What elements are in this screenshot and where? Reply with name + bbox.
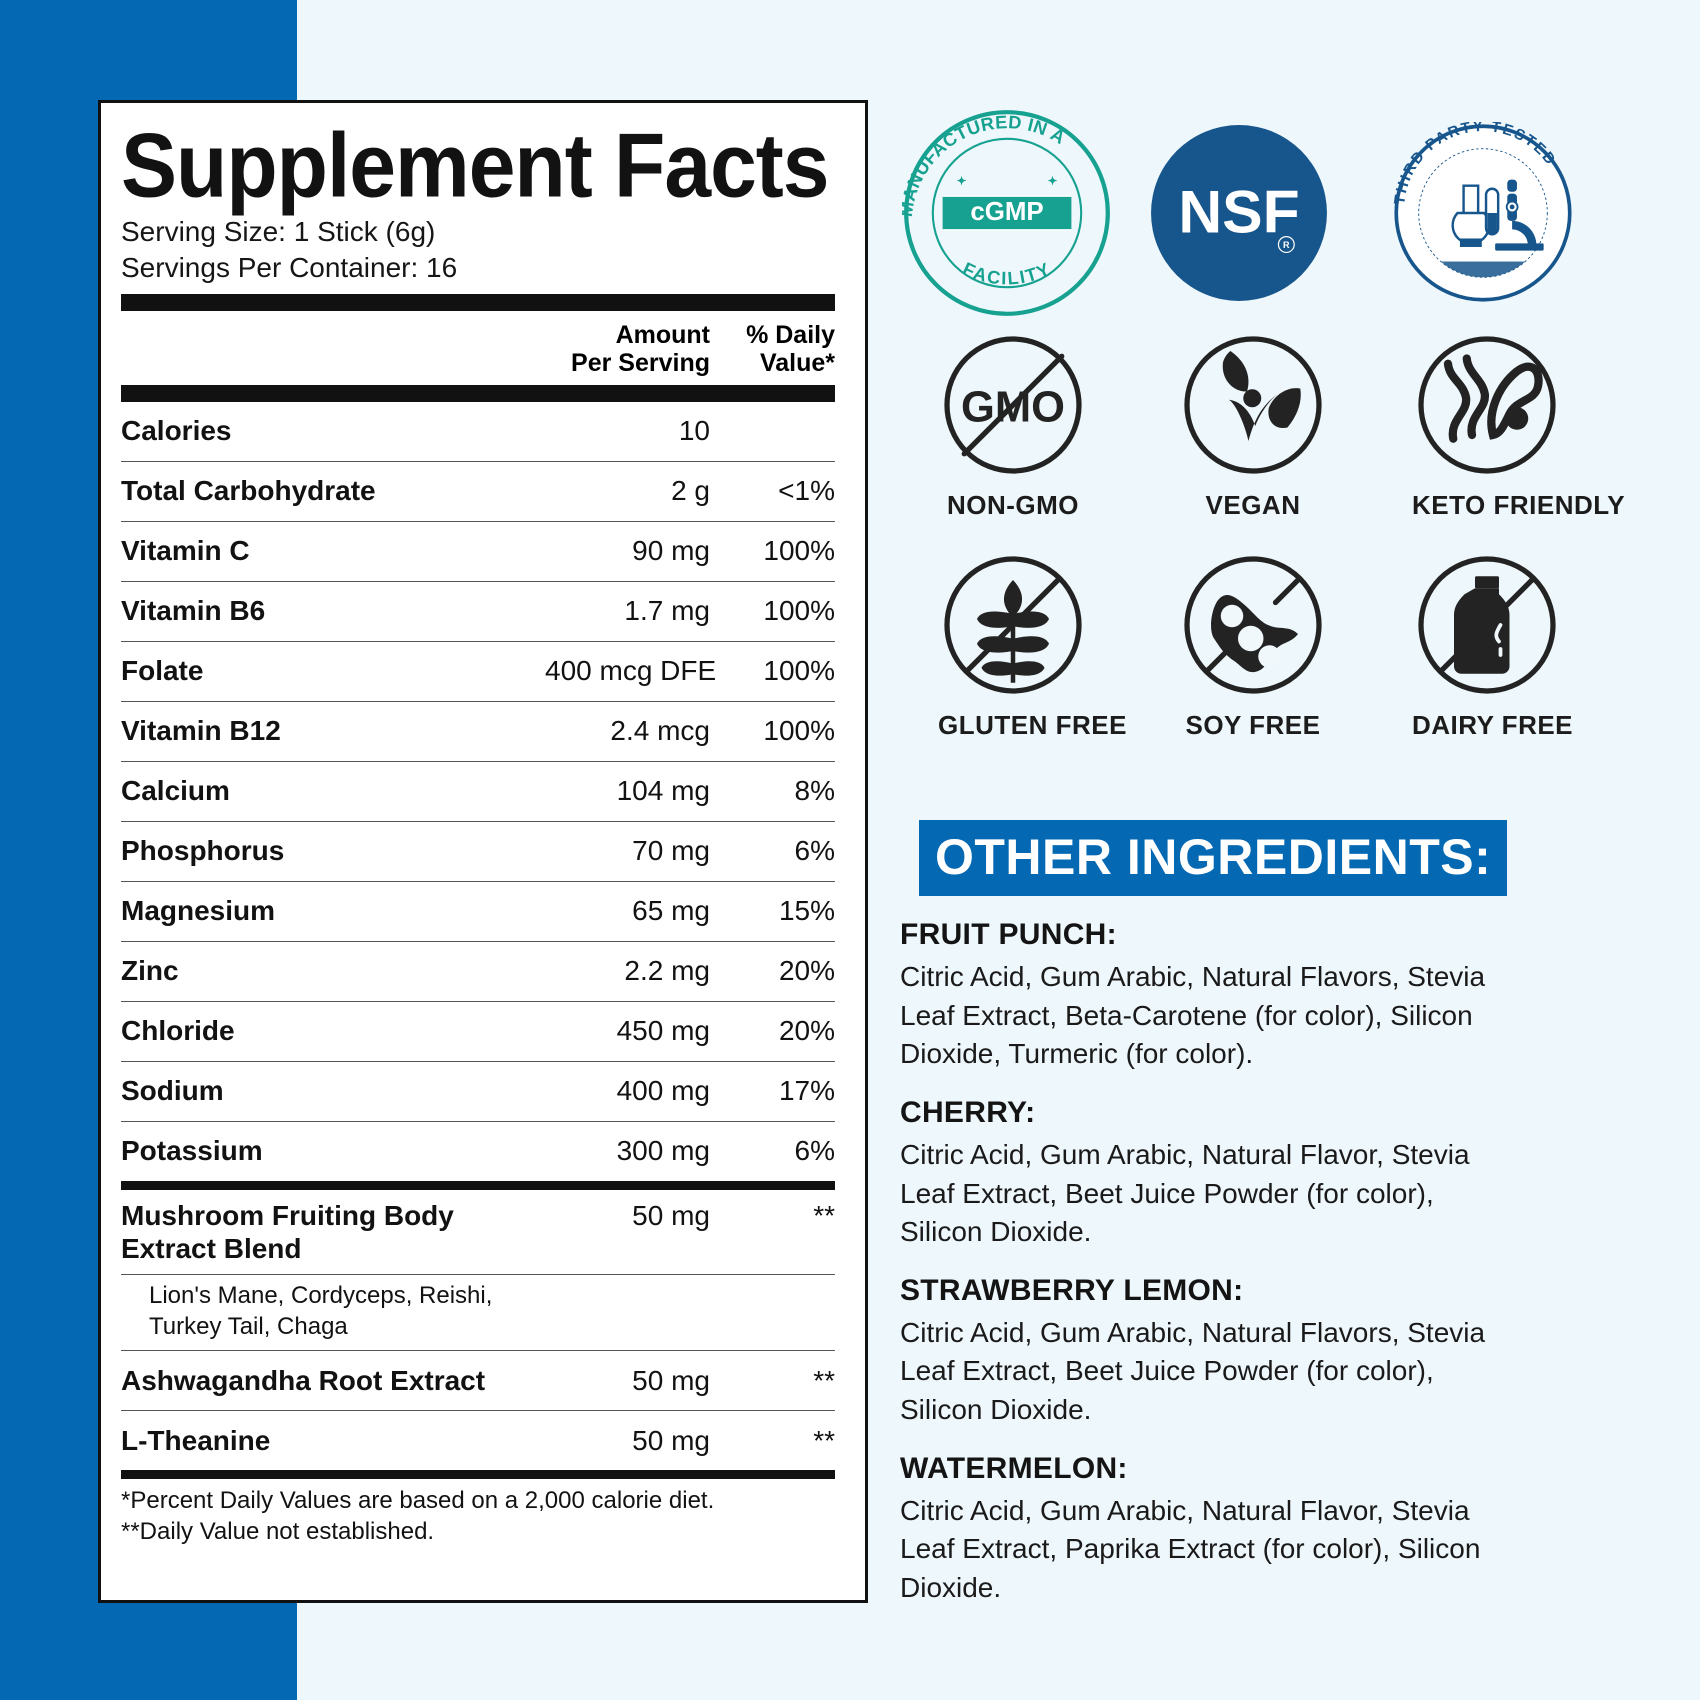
svg-text:NSF: NSF bbox=[1178, 177, 1299, 245]
svg-text:cGMP: cGMP bbox=[970, 198, 1043, 226]
svg-text:✦: ✦ bbox=[1048, 174, 1058, 188]
svg-text:✦: ✦ bbox=[957, 174, 967, 188]
svg-text:FACILITY: FACILITY bbox=[960, 258, 1055, 288]
svg-text:R: R bbox=[1283, 240, 1290, 250]
